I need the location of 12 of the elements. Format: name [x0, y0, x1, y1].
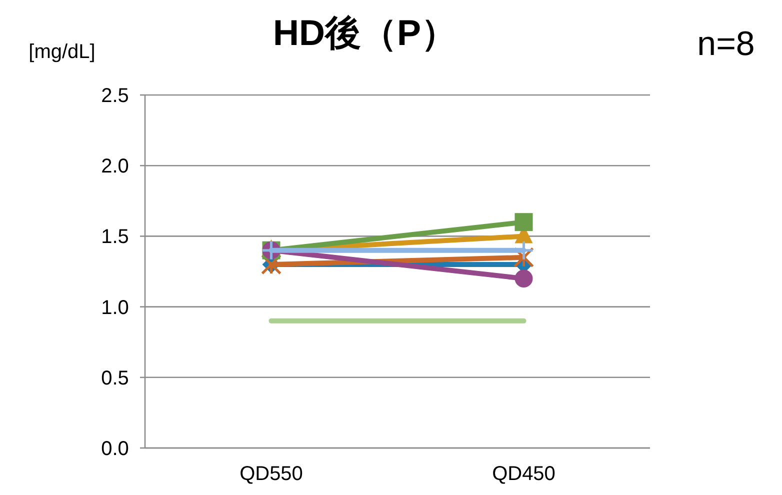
- chart-title: HD後（P）: [272, 12, 458, 53]
- y-tick-label: 1.0: [101, 296, 129, 319]
- y-tick-label: 2.5: [101, 85, 129, 107]
- y-tick-label: 1.5: [101, 226, 129, 248]
- x-tick-label: QD450: [492, 463, 556, 485]
- point: [514, 270, 533, 288]
- text: n=8: [697, 25, 755, 63]
- y-tick-label: 2.0: [101, 156, 129, 178]
- y-tick-label: 0.5: [101, 367, 129, 390]
- y-axis-title: [mg/dL]: [28, 41, 96, 63]
- x-tick-label: QD550: [240, 463, 303, 485]
- y-tick-label: 0.0: [101, 438, 129, 460]
